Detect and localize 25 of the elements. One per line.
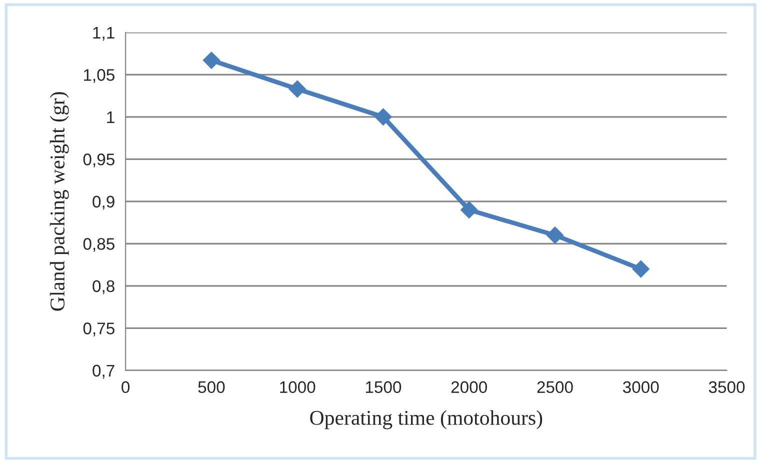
y-tick-label: 1,1 — [93, 26, 114, 41]
x-tick-label: 2000 — [451, 381, 487, 394]
y-tick-label: 0,95 — [83, 154, 114, 168]
point — [632, 260, 650, 278]
x-tick-label: 3000 — [622, 381, 659, 394]
x-tick-label: 500 — [198, 381, 225, 394]
point — [288, 80, 306, 98]
x-tick-label: 3500 — [708, 381, 745, 394]
x-tick-label: 1000 — [280, 381, 316, 394]
y-axis-title: Gland packing weight (gr) — [50, 92, 69, 311]
y-tick-label: 0,75 — [83, 322, 114, 336]
point — [546, 226, 564, 244]
y-tick-label: 1,05 — [84, 69, 114, 83]
point — [460, 201, 478, 218]
x-tick-label: 1500 — [366, 381, 402, 394]
y-tick-label: 0,85 — [83, 238, 114, 252]
y-tick-label: 0,9 — [92, 196, 114, 210]
y-tick-label: 0,7 — [92, 364, 114, 379]
x-tick-label: 0 — [122, 381, 130, 394]
point — [374, 108, 392, 126]
x-axis-title: Operating time (motohours) — [310, 410, 542, 430]
point — [202, 52, 220, 69]
y-tick-label: 1 — [107, 111, 114, 123]
y-tick-label: 0,8 — [92, 280, 114, 294]
x-tick-label: 2500 — [537, 381, 573, 394]
